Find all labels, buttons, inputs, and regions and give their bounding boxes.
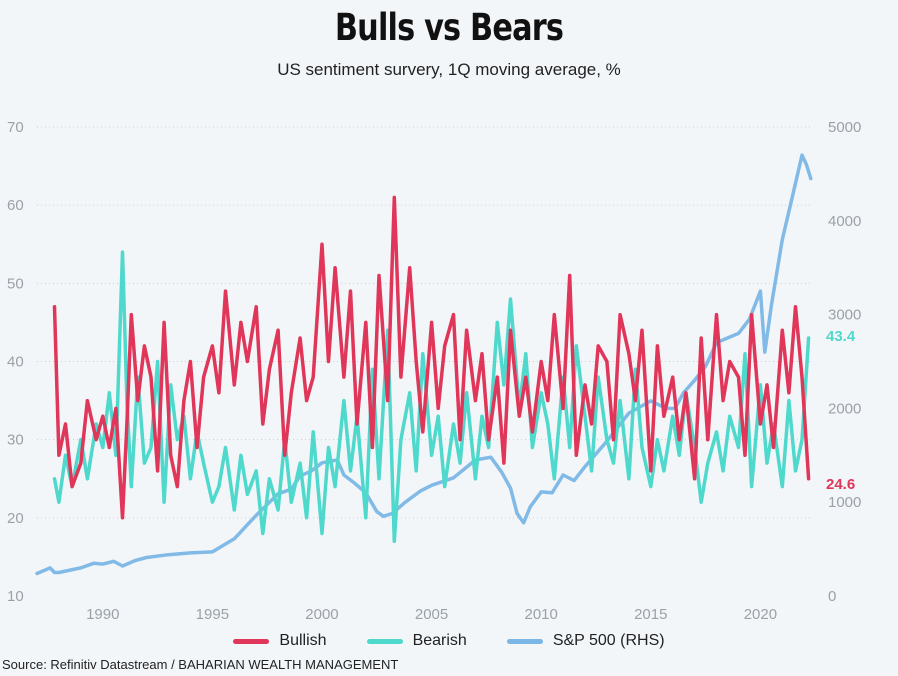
x-tick-label: 2005	[415, 606, 448, 623]
x-tick-label: 2015	[634, 606, 667, 623]
y-right-tick-label: 4000	[828, 213, 861, 230]
y-right-tick-label: 5000	[828, 119, 861, 136]
legend-swatch-sp500	[506, 638, 543, 644]
y-left-tick-label: 70	[7, 119, 24, 136]
y-left-tick-label: 60	[7, 197, 24, 214]
legend-label-bullish: Bullish	[279, 632, 327, 649]
y-right-tick-label: 3000	[828, 307, 861, 324]
legend-swatch-bullish	[233, 638, 270, 644]
source-note: Source: Refinitiv Datastream / BAHARIAN …	[2, 657, 399, 672]
legend-item-bearish: Bearish	[366, 632, 467, 650]
series-line-sp500	[35, 153, 813, 576]
x-tick-label: 1995	[196, 606, 229, 623]
x-tick-label: 1990	[86, 606, 119, 623]
legend-label-bearish: Bearish	[412, 632, 467, 649]
y-left-tick-label: 10	[7, 588, 24, 605]
legend-item-bullish: Bullish	[233, 632, 327, 650]
x-tick-label: 2000	[305, 606, 338, 623]
legend: Bullish Bearish S&P 500 (RHS)	[0, 632, 898, 650]
legend-label-sp500: S&P 500 (RHS)	[552, 632, 665, 649]
legend-item-sp500: S&P 500 (RHS)	[506, 632, 665, 650]
y-left-tick-label: 50	[7, 275, 24, 292]
y-right-tick-label: 1000	[828, 494, 861, 511]
y-right-tick-label: 0	[828, 588, 836, 605]
x-tick-label: 2010	[524, 606, 557, 623]
chart-subtitle: US sentiment survery, 1Q moving average,…	[277, 60, 621, 79]
legend-swatch-bearish	[366, 638, 403, 644]
y-left-tick-label: 40	[7, 354, 24, 371]
y-left-tick-label: 20	[7, 510, 24, 527]
chart-title: Bulls vs Bears	[334, 6, 564, 49]
y-left-tick-label: 30	[7, 432, 24, 449]
x-tick-label: 2020	[744, 606, 777, 623]
y-right-tick-label: 2000	[828, 400, 861, 417]
end-label-bullish: 24.6	[826, 476, 855, 493]
series-line-bullish	[52, 195, 811, 520]
end-label-bearish: 43.4	[826, 328, 856, 345]
